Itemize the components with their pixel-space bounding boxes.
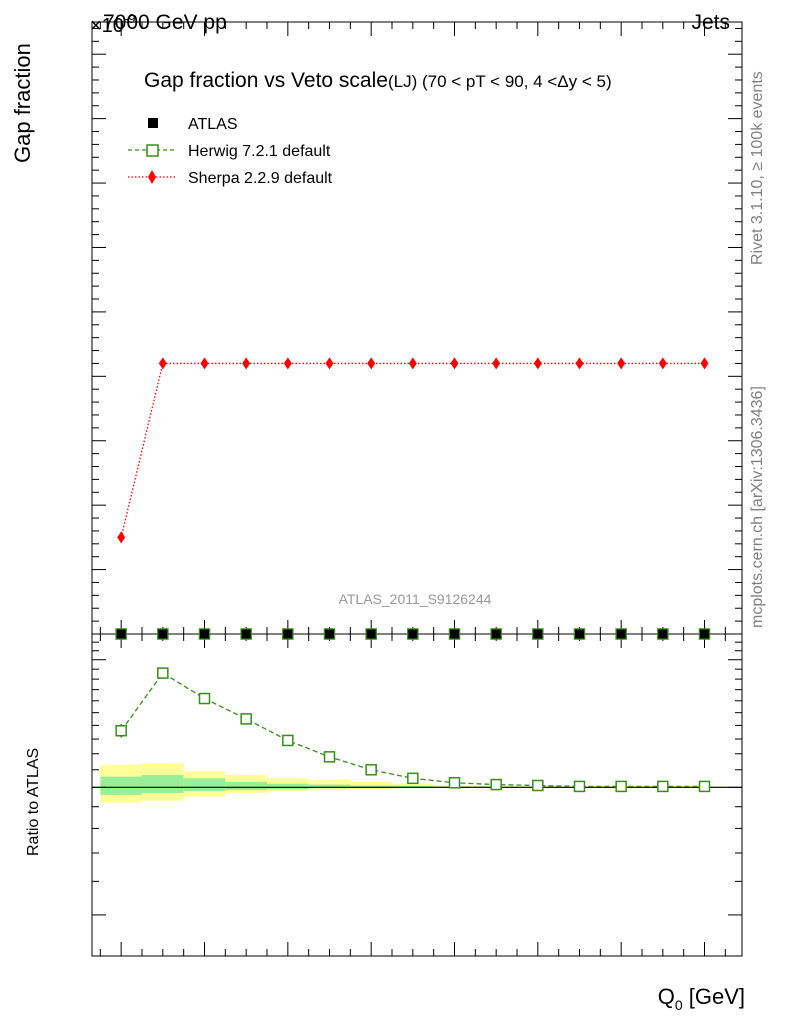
main-frame: [91, 21, 743, 635]
band-inner-bin: [267, 783, 309, 790]
sherpa-point: [575, 357, 584, 370]
scale-factor-label: ×10-9: [90, 11, 136, 37]
atlas-point: [283, 629, 293, 639]
atlas-point: [700, 629, 709, 639]
band-inner-bin: [100, 776, 142, 795]
atlas-point: [491, 629, 501, 639]
sherpa-point: [325, 357, 334, 370]
sherpa-line: [120, 362, 705, 538]
chart-subtitle: (LJ) (70 < pT < 90, 4 <Δy < 5): [388, 72, 612, 91]
analysis-watermark: ATLAS_2011_S9126244: [339, 591, 492, 607]
herwig-ratio-point: [323, 751, 336, 763]
legend-sherpa-label: Sherpa 2.2.9 default: [188, 170, 333, 187]
main-ylabel: Gap fraction: [10, 43, 35, 163]
herwig-ratio-point: [657, 780, 669, 793]
herwig-ratio-point: [198, 692, 211, 705]
legend-herwig-marker: [146, 144, 159, 157]
ratio-series-group: [115, 667, 711, 793]
atlas-point: [575, 629, 584, 639]
sherpa-point: [658, 357, 667, 370]
herwig-ratio-point: [615, 780, 627, 793]
x-ticks: [99, 22, 726, 956]
main-series-group: [115, 357, 711, 640]
atlas-point: [408, 629, 418, 639]
sherpa-point: [533, 357, 542, 370]
sherpa-point: [367, 357, 376, 370]
atlas-point: [616, 629, 626, 639]
atlas-point: [241, 629, 251, 639]
legend-sherpa-marker: [148, 170, 156, 184]
sherpa-point: [158, 357, 167, 370]
band-inner-bin: [225, 781, 267, 791]
herwig-ratio-point: [407, 772, 419, 785]
x-axis-title: Q0 [GeV]: [658, 984, 745, 1013]
atlas-point: [325, 629, 334, 639]
legend: ATLAS Herwig 7.2.1 default Sherpa 2.2.9 …: [128, 116, 333, 187]
atlas-point: [450, 629, 459, 639]
herwig-ratio-point: [698, 780, 711, 793]
atlas-point: [366, 629, 376, 639]
atlas-point: [658, 629, 668, 639]
herwig-ratio-line: [120, 672, 705, 788]
legend-atlas-label: ATLAS: [188, 116, 238, 133]
sherpa-point: [450, 357, 459, 370]
herwig-ratio-point: [573, 780, 586, 793]
band-inner-bin: [142, 774, 184, 793]
herwig-ratio-point: [490, 778, 502, 791]
sherpa-point: [117, 531, 126, 544]
sherpa-point: [242, 357, 251, 370]
scale-exponent: -9: [124, 11, 136, 26]
scale-prefix: ×10: [90, 15, 124, 37]
sherpa-point: [492, 357, 501, 370]
atlas-point: [158, 629, 168, 639]
legend-atlas-marker: [148, 118, 158, 128]
band-inner-bin: [308, 784, 351, 789]
ratio-ylabel: Ratio to ATLAS: [25, 748, 42, 856]
atlas-point: [116, 629, 126, 639]
sherpa-point: [617, 357, 626, 370]
atlas-point: [200, 629, 209, 639]
herwig-ratio-point: [157, 667, 169, 679]
sherpa-point: [200, 357, 209, 370]
herwig-ratio-point: [115, 724, 127, 737]
herwig-ratio-point: [365, 764, 377, 776]
x-axis-subscript: 0: [675, 997, 683, 1013]
herwig-ratio-point: [282, 734, 294, 747]
herwig-ratio-point: [448, 777, 461, 789]
legend-herwig-label: Herwig 7.2.1 default: [188, 143, 331, 160]
rivet-version-label: Rivet 3.1.10, ≥ 100k events: [749, 71, 766, 265]
herwig-ratio-point: [532, 779, 544, 792]
band-inner-bin: [183, 778, 226, 792]
sherpa-point: [283, 357, 292, 370]
chart-title: Gap fraction vs Veto scale(LJ) (70 < pT …: [144, 69, 612, 92]
ratio-y-ticks: [92, 641, 742, 916]
uncertainty-band: [92, 763, 742, 803]
chart-title-main: Gap fraction vs Veto scale: [144, 69, 388, 92]
sherpa-point: [700, 357, 709, 370]
main-y-ticks: [92, 27, 742, 635]
atlas-point: [533, 629, 543, 639]
sherpa-point: [408, 357, 417, 370]
herwig-ratio-point: [240, 713, 252, 725]
mcplots-label: mcplots.cern.ch [arXiv:1306.3436]: [749, 386, 766, 628]
x-axis-unit: [GeV]: [683, 984, 745, 1009]
